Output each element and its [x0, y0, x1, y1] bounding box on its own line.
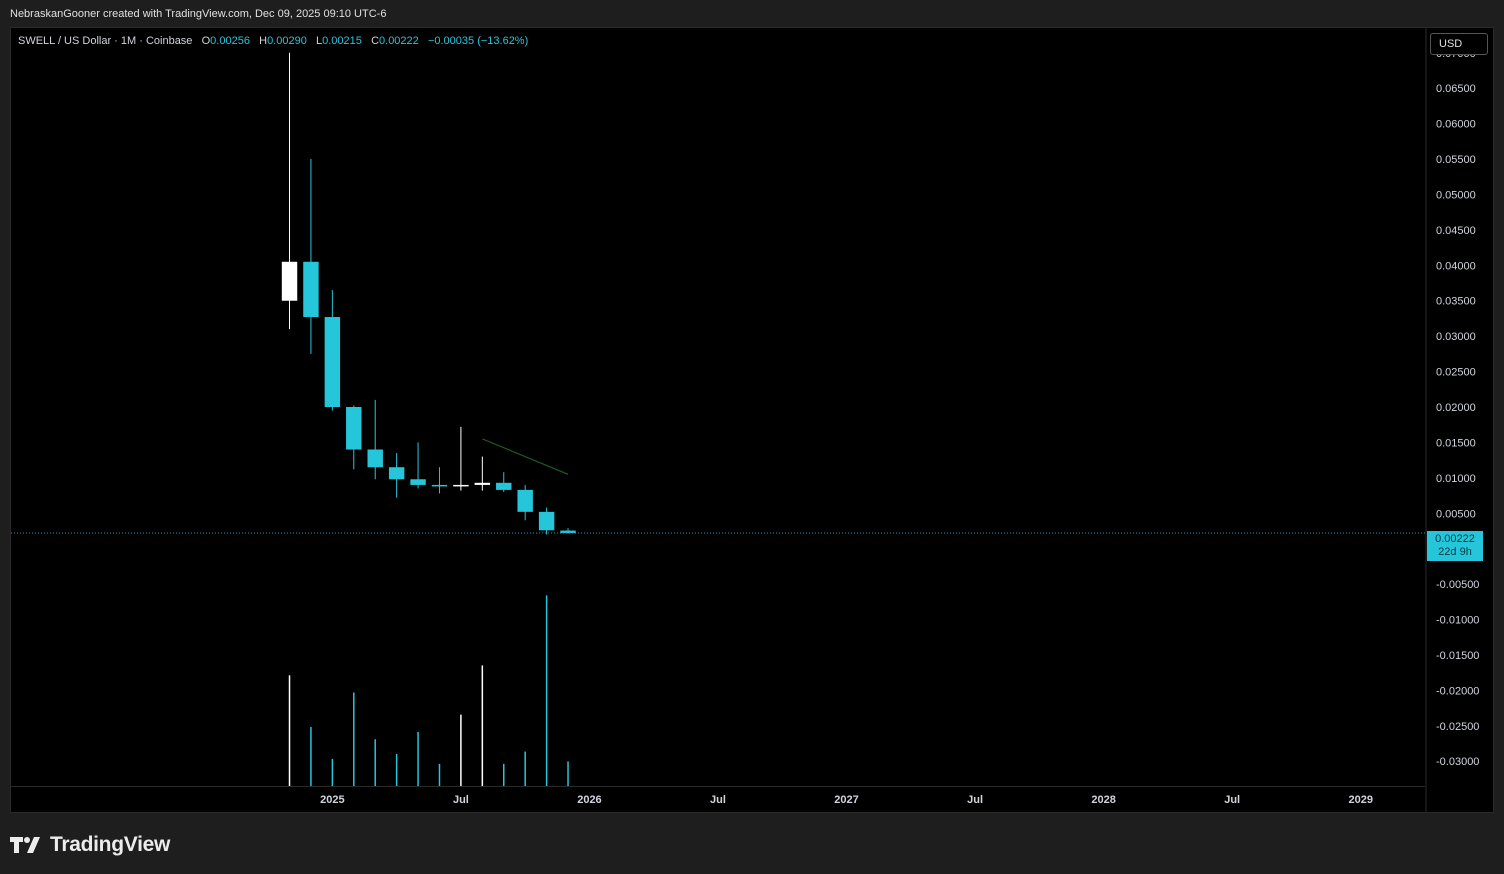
price-tick-label: 0.04000	[1436, 260, 1476, 272]
candle[interactable]	[410, 442, 426, 489]
candle-body	[281, 261, 298, 301]
time-tick-label: 2025	[320, 794, 344, 806]
time-tick-label: 2029	[1348, 794, 1372, 806]
price-tick-label: -0.01000	[1436, 615, 1479, 627]
price-tick-label: -0.01500	[1436, 650, 1479, 662]
candle-body	[388, 467, 405, 480]
price-tick-label: 0.03500	[1436, 296, 1476, 308]
close-value: 0.00222	[379, 35, 419, 47]
open-value: 0.00256	[210, 35, 250, 47]
candle[interactable]	[474, 456, 491, 491]
credit-text: NebraskanGooner created with TradingView…	[10, 8, 387, 20]
top-bar: NebraskanGooner created with TradingView…	[0, 0, 1504, 27]
low-label: L	[316, 35, 323, 47]
low-value: 0.00215	[322, 35, 362, 47]
price-tick-label: 0.03000	[1436, 331, 1476, 343]
candle-body	[324, 317, 341, 407]
price-tick-label: 0.01000	[1436, 473, 1476, 485]
candle-body	[453, 484, 469, 487]
candle[interactable]	[367, 399, 383, 480]
price-tick-label: 0.02500	[1436, 367, 1476, 379]
symbol-name[interactable]: SWELL / US Dollar · 1M · Coinbase	[18, 35, 193, 47]
candle-body	[346, 407, 362, 450]
price-tick-label: 0.05500	[1436, 154, 1476, 166]
candle[interactable]	[431, 467, 448, 494]
tradingview-logo-icon	[10, 837, 40, 853]
time-tick-label: 2026	[577, 794, 601, 806]
candle[interactable]	[517, 484, 533, 521]
footer: TradingView	[10, 830, 170, 860]
price-tick-label: 0.06000	[1436, 119, 1476, 131]
candle-body	[303, 261, 319, 318]
price-axis[interactable]: 0.070000.065000.060000.055000.050000.045…	[1425, 28, 1479, 812]
candle[interactable]	[538, 507, 555, 535]
brand-name: TradingView	[50, 833, 171, 856]
candle-body	[496, 482, 512, 490]
candle[interactable]	[388, 453, 405, 498]
time-tick-label: Jul	[967, 794, 983, 806]
close-label: C	[371, 35, 380, 47]
price-tick-label: -0.02500	[1436, 721, 1479, 733]
high-value: 0.00290	[267, 35, 307, 47]
candle[interactable]	[453, 426, 469, 491]
price-tick-label: 0.06500	[1436, 83, 1476, 95]
last-price-value: 0.00222	[1435, 533, 1475, 545]
candle[interactable]	[281, 52, 298, 330]
time-tick-label: Jul	[453, 794, 469, 806]
price-tick-label: -0.02000	[1436, 685, 1479, 697]
candles	[281, 52, 576, 535]
price-tick-label: 0.02000	[1436, 402, 1476, 414]
candle[interactable]	[560, 528, 576, 534]
price-tick-label: 0.05000	[1436, 189, 1476, 201]
candle-body	[517, 489, 533, 512]
time-tick-label: 2028	[1091, 794, 1115, 806]
high-label: H	[259, 35, 268, 47]
symbol-legend: SWELL / US Dollar · 1M · Coinbase O0.002…	[18, 35, 528, 47]
time-tick-label: Jul	[1224, 794, 1240, 806]
candle-body	[410, 479, 426, 485]
price-tick-label: 0.04500	[1436, 225, 1476, 237]
change-value: −0.00035 (−13.62%)	[427, 35, 529, 47]
candle-body	[538, 511, 555, 531]
price-tick-label: 0.01500	[1436, 437, 1476, 449]
last-price-tag: 0.00222 22d 9h	[1427, 531, 1483, 561]
open-label: O	[201, 35, 211, 47]
candle-body	[560, 530, 576, 533]
candle[interactable]	[324, 290, 341, 411]
candle-body	[367, 449, 383, 468]
volume-bars	[288, 595, 569, 786]
time-axis[interactable]: 2025 Jul 2026 Jul 2027 Jul 2028 Jul 2029	[11, 786, 1425, 807]
time-tick-label: 2027	[834, 794, 858, 806]
candle[interactable]	[303, 159, 319, 354]
candle[interactable]	[346, 405, 362, 470]
candle[interactable]	[496, 472, 512, 493]
price-tick-label: 0.00500	[1436, 508, 1476, 520]
price-tick-label: -0.03000	[1436, 756, 1479, 768]
bar-countdown: 22d 9h	[1438, 546, 1472, 558]
chart-frame[interactable]	[10, 27, 1494, 813]
price-tick-label: -0.00500	[1436, 579, 1479, 591]
candle-body	[474, 482, 491, 485]
trendline[interactable]	[482, 438, 569, 475]
currency-selector[interactable]: USD	[1430, 33, 1488, 55]
time-tick-label: Jul	[710, 794, 726, 806]
candle-body	[431, 484, 448, 487]
